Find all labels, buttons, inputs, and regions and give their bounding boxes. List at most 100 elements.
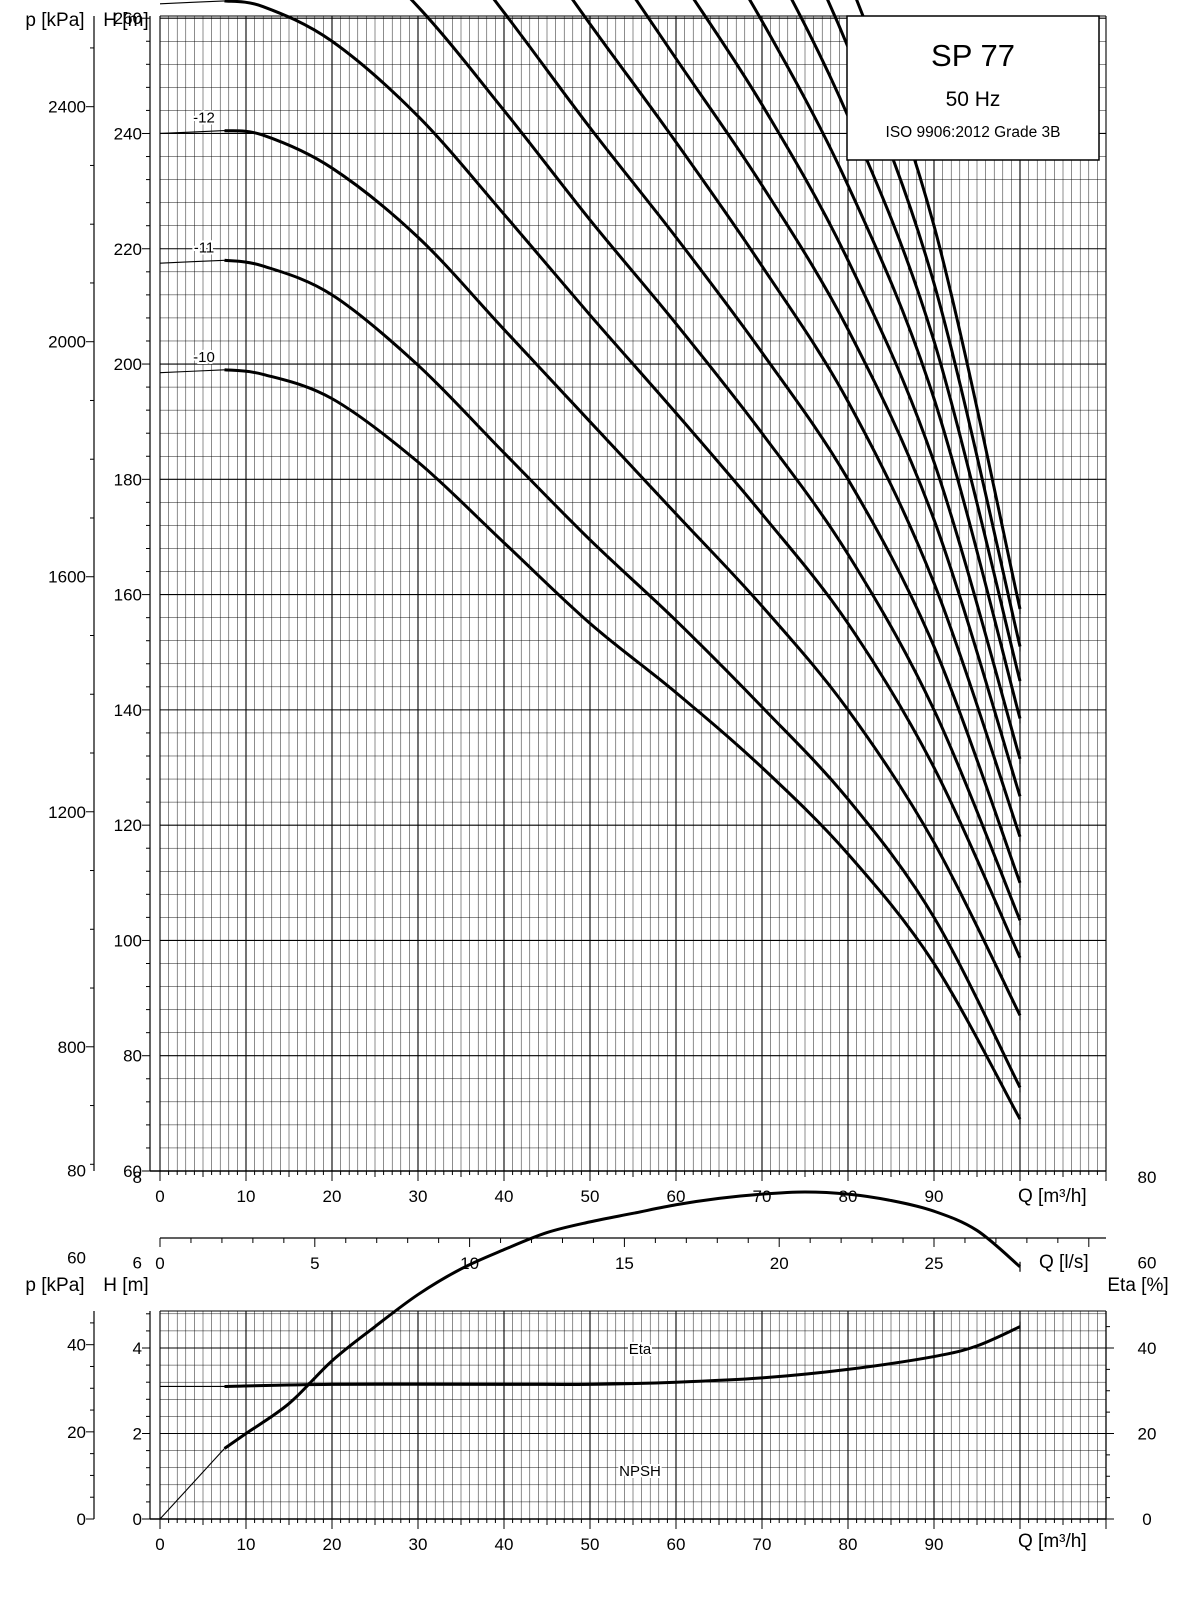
bottom-pressure-tick-label: 0 xyxy=(77,1510,86,1529)
head-tick-label: 80 xyxy=(123,1047,142,1066)
q-tick-label: 60 xyxy=(667,1187,686,1206)
head-curve-lead--11 xyxy=(159,259,225,264)
bottom-q-tick-label: 70 xyxy=(753,1535,772,1554)
bottom-q-tick-label: 60 xyxy=(667,1535,686,1554)
q-tick-label: 0 xyxy=(155,1187,164,1206)
head-curve-13 xyxy=(224,0,1022,959)
title-box xyxy=(846,15,1100,161)
q-tick-label: 30 xyxy=(409,1187,428,1206)
head-curve-12 xyxy=(224,129,1022,1017)
bottom-pressure-tick-label: 40 xyxy=(67,1336,86,1355)
head-curve-17 xyxy=(634,0,1022,797)
q-tick-label: 40 xyxy=(495,1187,514,1206)
bottom-head-tick-label: 2 xyxy=(133,1425,142,1444)
chart-axes xyxy=(86,16,1114,1529)
npsh-series-label: NPSH xyxy=(619,1463,661,1480)
head-curve-11 xyxy=(224,258,1022,1089)
q-ls-axis-label: Q [l/s] xyxy=(1039,1252,1089,1273)
bottom-q-tick-label: 10 xyxy=(237,1535,256,1554)
head-tick-label: 180 xyxy=(114,470,142,489)
q-tick-label: 10 xyxy=(237,1187,256,1206)
bottom-head-tick-label: 8 xyxy=(133,1168,142,1187)
eta-curve-lead xyxy=(159,1448,225,1520)
bottom-pressure-tick-label: 20 xyxy=(67,1423,86,1442)
bottom-q-tick-label: 90 xyxy=(925,1535,944,1554)
head-tick-label: 140 xyxy=(114,701,142,720)
q-tick-label: 70 xyxy=(753,1187,772,1206)
stage-label: -10 xyxy=(193,349,215,366)
eta-tick-label: 80 xyxy=(1138,1168,1157,1187)
bottom-q-tick-label: 30 xyxy=(409,1535,428,1554)
head-tick-label: 160 xyxy=(114,586,142,605)
pressure-tick-label: 2400 xyxy=(48,98,86,117)
head-curve-22 xyxy=(855,0,1022,610)
eta-tick-label: 40 xyxy=(1138,1339,1157,1358)
bottom-pressure-axis-symbol: p [kPa] xyxy=(25,1275,84,1296)
pressure-tick-label: 2000 xyxy=(48,333,86,352)
head-curves: -10-11-12-13-14-15-16-17-18-19-20-21-22 xyxy=(159,0,1022,1125)
head-chart-grid xyxy=(159,15,1107,1172)
bottom-q-tick-label: 20 xyxy=(323,1535,342,1554)
head-tick-label: 60 xyxy=(123,1162,142,1181)
head-curve-20 xyxy=(790,0,1022,682)
eta-curve xyxy=(223,1190,1021,1450)
q-m3h-axis-label: Q [m³/h] xyxy=(1018,1186,1087,1207)
head-axis-symbol: H [m] xyxy=(103,10,148,31)
stage-label: -12 xyxy=(193,110,215,127)
q-ls-tick-label: 5 xyxy=(310,1254,319,1273)
eta-series-label: Eta xyxy=(629,1341,652,1358)
head-tick-label: 220 xyxy=(114,240,142,259)
q-tick-label: 90 xyxy=(925,1187,944,1206)
head-curve-18 xyxy=(692,0,1022,760)
q-ls-tick-label: 20 xyxy=(770,1254,789,1273)
stage-label: -11 xyxy=(194,239,215,256)
standard-label: ISO 9906:2012 Grade 3B xyxy=(886,124,1061,141)
bottom-head-tick-label: 6 xyxy=(133,1254,142,1273)
head-curve-14 xyxy=(409,0,1022,921)
head-curve-21 xyxy=(826,0,1022,647)
bottom-pressure-tick-label: 60 xyxy=(67,1249,86,1268)
pressure-tick-label: 800 xyxy=(58,1038,86,1057)
head-tick-label: 200 xyxy=(114,355,142,374)
eta-npsh-chart-grid xyxy=(159,1310,1107,1520)
bottom-q-tick-label: 50 xyxy=(581,1535,600,1554)
tick-labels: 0 10 20 30 40 50 60 70 80 90608010012014016018020… xyxy=(48,9,1157,1554)
q-tick-label: 80 xyxy=(839,1187,858,1206)
head-curve-19 xyxy=(748,0,1022,719)
q-tick-label: 20 xyxy=(323,1187,342,1206)
head-curve-15 xyxy=(492,0,1022,884)
bottom-head-tick-label: 4 xyxy=(133,1339,142,1358)
eta-axis-symbol: Eta [%] xyxy=(1107,1275,1168,1296)
eta-npsh-curves: Eta NPSH xyxy=(159,1190,1021,1520)
eta-tick-label: 60 xyxy=(1138,1254,1157,1273)
frequency-label: 50 Hz xyxy=(946,88,1001,111)
eta-tick-label: 0 xyxy=(1142,1510,1151,1529)
head-curve-16 xyxy=(571,0,1022,838)
bottom-q-m3h-axis-label: Q [m³/h] xyxy=(1018,1531,1087,1552)
bottom-head-tick-label: 0 xyxy=(133,1510,142,1529)
eta-tick-label: 20 xyxy=(1138,1425,1157,1444)
head-curve-lead--13 xyxy=(159,0,225,5)
bottom-q-tick-label: 0 xyxy=(155,1535,164,1554)
bottom-pressure-tick-label: 80 xyxy=(67,1161,86,1180)
pressure-axis-symbol: p [kPa] xyxy=(25,10,84,31)
head-curve-lead--10 xyxy=(159,369,225,374)
q-tick-label: 50 xyxy=(581,1187,600,1206)
npsh-curve xyxy=(224,1325,1021,1388)
bottom-head-axis-symbol: H [m] xyxy=(103,1275,148,1296)
head-tick-label: 100 xyxy=(114,931,142,950)
q-ls-tick-label: 15 xyxy=(615,1254,634,1273)
model-title: SP 77 xyxy=(931,38,1015,73)
bottom-q-tick-label: 40 xyxy=(495,1535,514,1554)
head-curve-lead--12 xyxy=(159,130,225,135)
q-ls-tick-label: 25 xyxy=(925,1254,944,1273)
head-curve-10 xyxy=(224,368,1022,1120)
head-tick-label: 260 xyxy=(114,9,142,28)
head-tick-label: 240 xyxy=(114,124,142,143)
pressure-tick-label: 1600 xyxy=(48,568,86,587)
bottom-q-tick-label: 80 xyxy=(839,1535,858,1554)
head-tick-label: 120 xyxy=(114,816,142,835)
pressure-tick-label: 1200 xyxy=(48,803,86,822)
q-ls-tick-label: 0 xyxy=(155,1254,164,1273)
